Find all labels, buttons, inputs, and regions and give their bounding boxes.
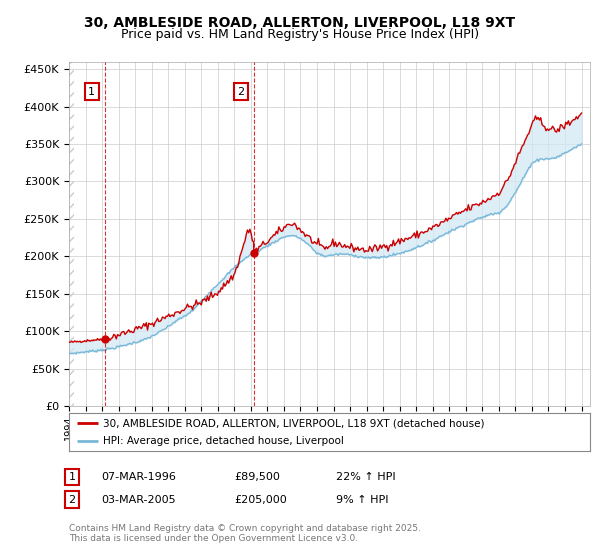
- Text: 30, AMBLESIDE ROAD, ALLERTON, LIVERPOOL, L18 9XT (detached house): 30, AMBLESIDE ROAD, ALLERTON, LIVERPOOL,…: [103, 418, 484, 428]
- Text: 03-MAR-2005: 03-MAR-2005: [101, 494, 175, 505]
- Text: Contains HM Land Registry data © Crown copyright and database right 2025.
This d: Contains HM Land Registry data © Crown c…: [69, 524, 421, 543]
- Text: £89,500: £89,500: [234, 472, 280, 482]
- Text: 9% ↑ HPI: 9% ↑ HPI: [336, 494, 389, 505]
- Text: 2: 2: [68, 494, 76, 505]
- Text: 2: 2: [237, 87, 244, 96]
- Text: £205,000: £205,000: [234, 494, 287, 505]
- Text: 30, AMBLESIDE ROAD, ALLERTON, LIVERPOOL, L18 9XT: 30, AMBLESIDE ROAD, ALLERTON, LIVERPOOL,…: [85, 16, 515, 30]
- Text: 07-MAR-1996: 07-MAR-1996: [101, 472, 176, 482]
- Text: 22% ↑ HPI: 22% ↑ HPI: [336, 472, 395, 482]
- Text: HPI: Average price, detached house, Liverpool: HPI: Average price, detached house, Live…: [103, 436, 344, 446]
- Text: 1: 1: [68, 472, 76, 482]
- Text: Price paid vs. HM Land Registry's House Price Index (HPI): Price paid vs. HM Land Registry's House …: [121, 28, 479, 41]
- Bar: [69, 62, 74, 406]
- Text: 1: 1: [88, 87, 95, 96]
